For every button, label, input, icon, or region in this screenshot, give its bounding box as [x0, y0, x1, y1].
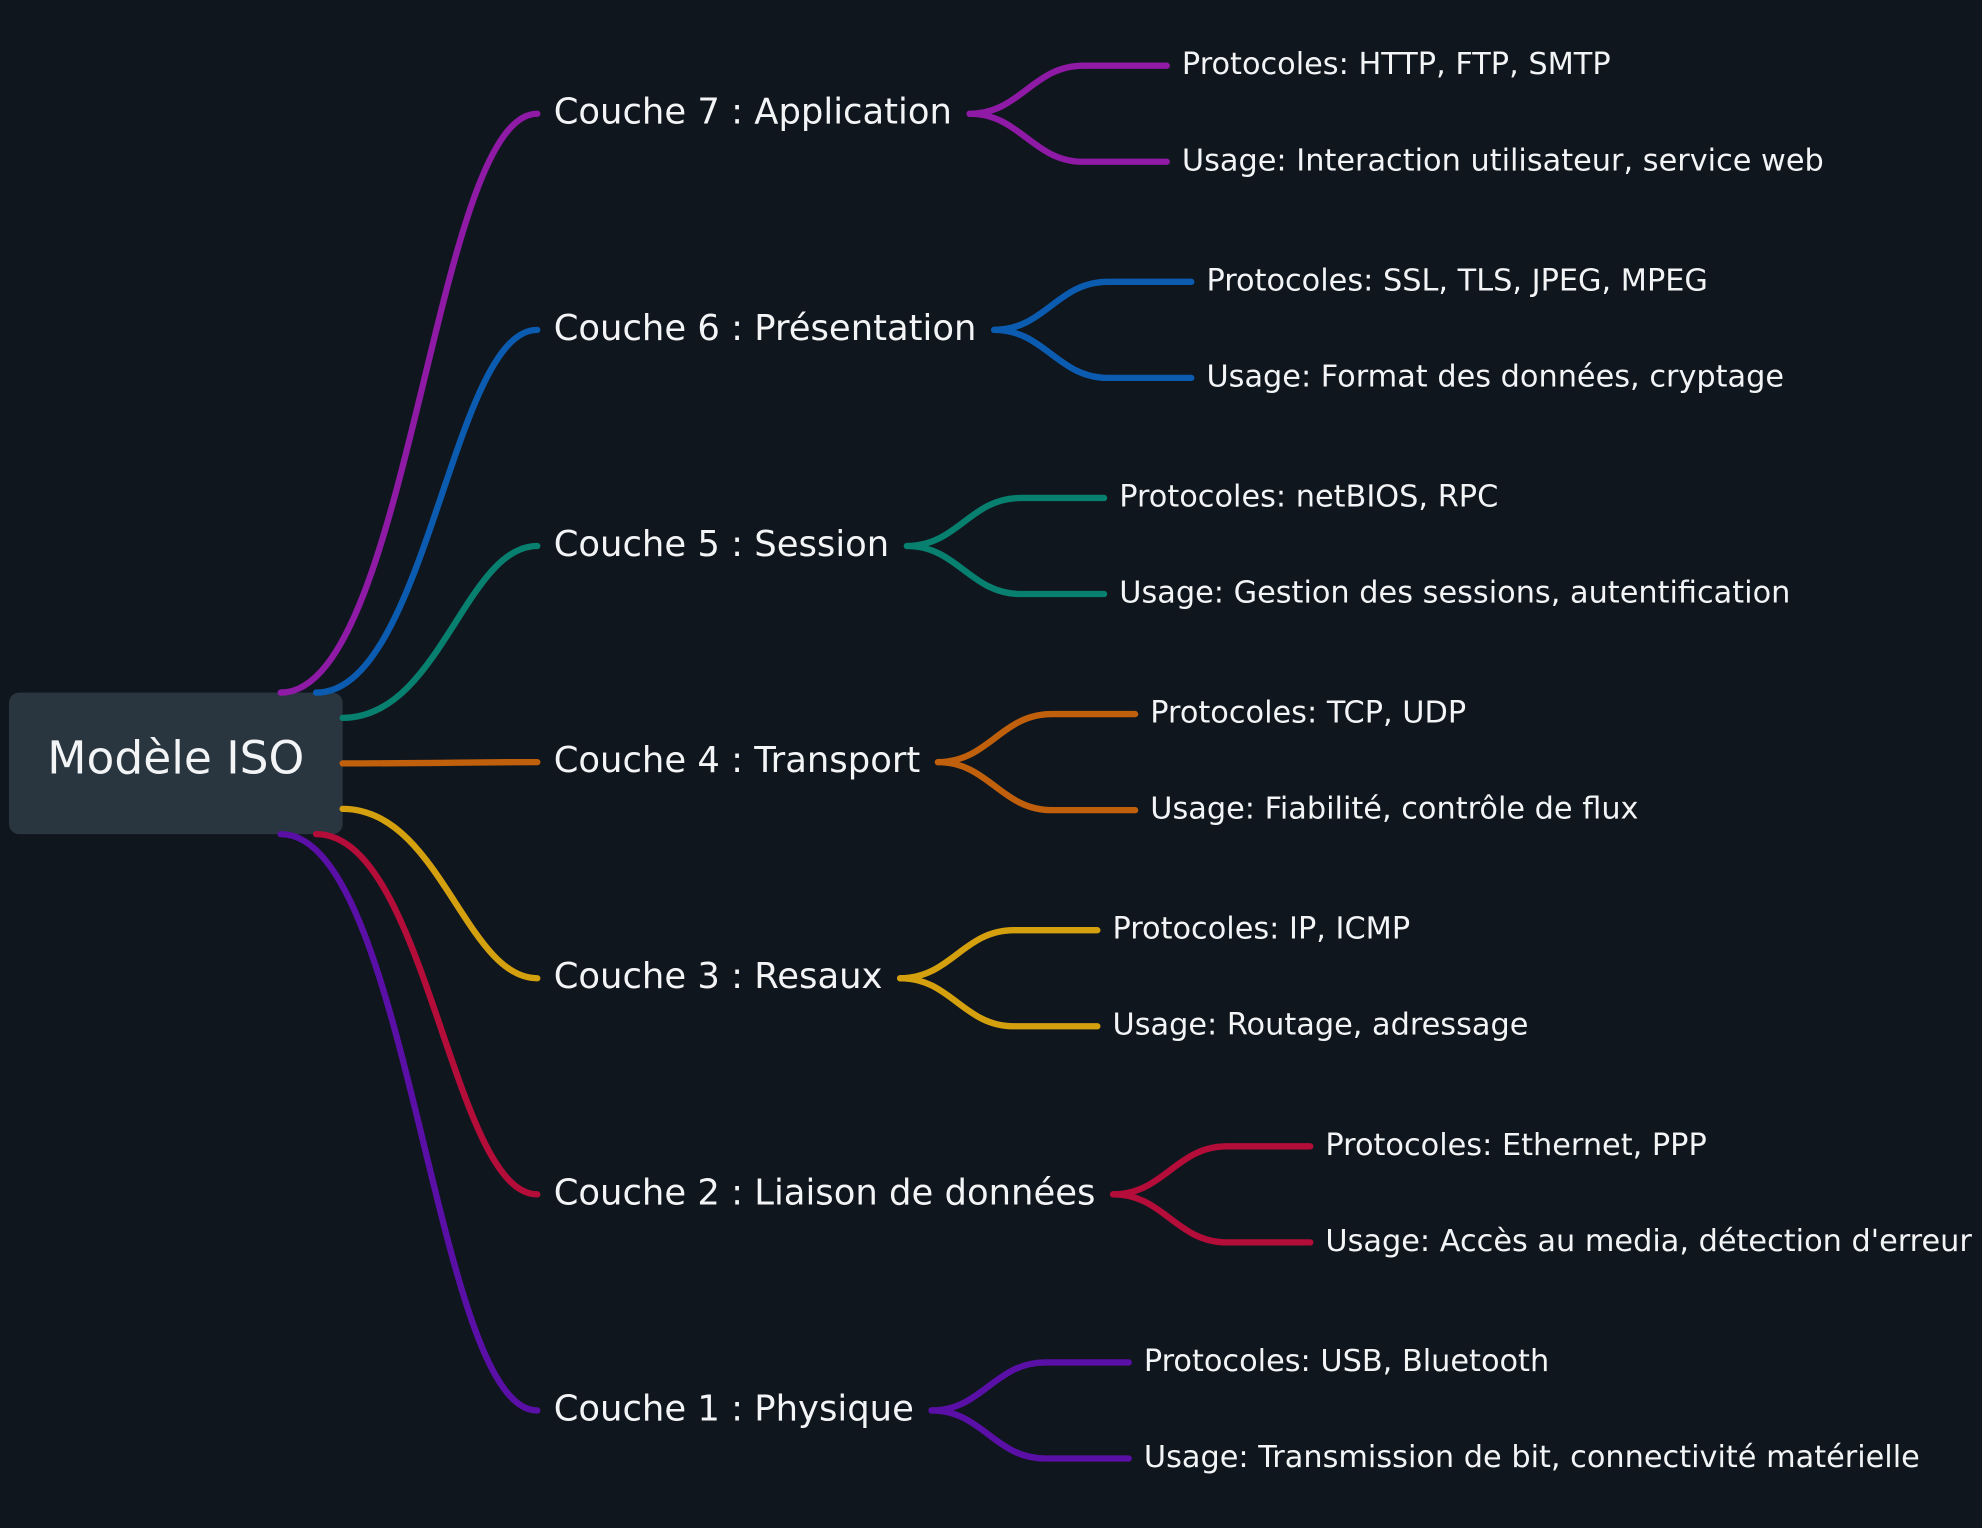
child-branch — [897, 927, 1101, 982]
root-branch — [312, 830, 541, 1198]
root-branch — [277, 110, 541, 696]
leaf-label: Usage: Transmission de bit, connectivité… — [1144, 1440, 1920, 1475]
leaf-label: Protocoles: Ethernet, PPP — [1325, 1128, 1706, 1163]
child-branch — [897, 975, 1101, 1030]
leaf-label: Protocoles: TCP, UDP — [1150, 696, 1466, 731]
node-label: Couche 5 : Session — [554, 524, 890, 565]
node-label: Couche 3 : Resaux — [554, 956, 883, 997]
root-branch — [339, 758, 541, 767]
child-branch — [928, 1407, 1132, 1462]
leaf-label: Protocoles: SSL, TLS, JPEG, MPEG — [1206, 263, 1707, 298]
root-branch — [339, 805, 541, 982]
leaf-label: Protocoles: HTTP, FTP, SMTP — [1182, 47, 1611, 82]
root-branch — [339, 542, 541, 722]
child-branch — [903, 494, 1108, 550]
node-label: Couche 1 : Physique — [554, 1388, 914, 1429]
leaf-label: Protocoles: IP, ICMP — [1113, 912, 1411, 947]
root-label: Modèle ISO — [47, 731, 304, 784]
leaf-label: Usage: Interaction utilisateur, service … — [1182, 143, 1824, 178]
leaf-label: Protocoles: netBIOS, RPC — [1119, 479, 1498, 514]
child-branch — [934, 758, 1139, 814]
leaf-label: Usage: Routage, adressage — [1113, 1008, 1529, 1043]
child-branch — [966, 62, 1170, 117]
child-branch — [928, 1359, 1132, 1414]
node-label: Couche 6 : Présentation — [554, 308, 977, 349]
leaf-label: Usage: Fiabilité, contrôle de flux — [1150, 792, 1638, 827]
root-branch — [312, 326, 541, 696]
node-label: Couche 2 : Liaison de données — [554, 1172, 1096, 1213]
child-branch — [966, 110, 1170, 165]
leaf-label: Usage: Accès au media, détection d'erreu… — [1325, 1224, 1972, 1259]
root-box — [8, 692, 343, 835]
child-branch — [903, 542, 1108, 598]
child-branch — [990, 326, 1195, 382]
node-label: Couche 7 : Application — [554, 92, 952, 133]
root-branch — [277, 830, 541, 1414]
child-branch — [990, 278, 1195, 334]
child-branch — [1109, 1143, 1314, 1198]
leaf-label: Usage: Gestion des sessions, autentifica… — [1119, 576, 1790, 611]
child-branch — [1109, 1191, 1314, 1246]
child-branch — [934, 710, 1139, 766]
node-label: Couche 4 : Transport — [554, 740, 921, 781]
leaf-label: Protocoles: USB, Bluetooth — [1144, 1344, 1549, 1379]
leaf-label: Usage: Format des données, cryptage — [1206, 359, 1784, 394]
